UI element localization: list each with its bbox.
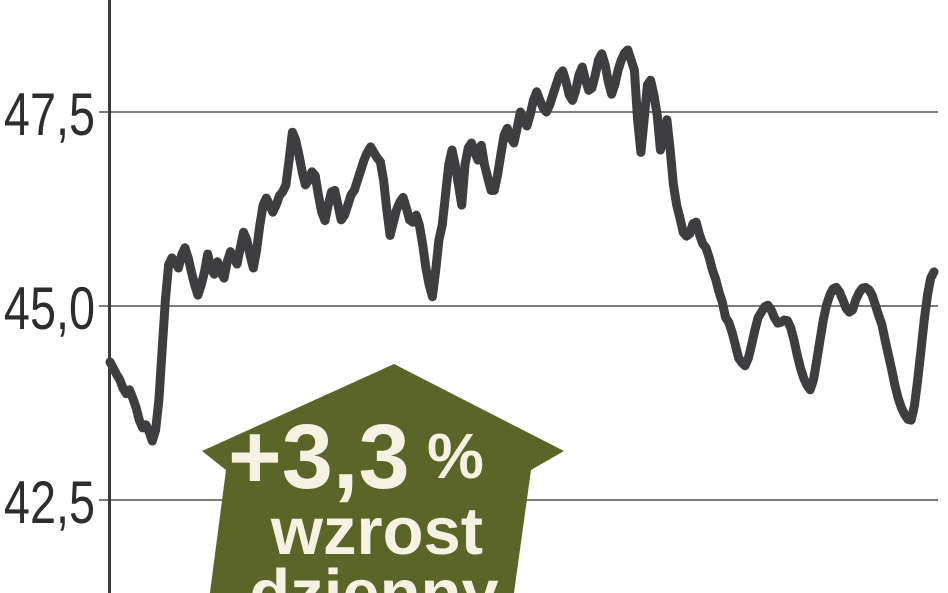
y-tick-label: 47,5 <box>4 81 95 148</box>
price-line <box>105 45 939 446</box>
arrow-label-wzrost: wzrost <box>270 494 483 569</box>
arrow-percent-sign: % <box>427 420 484 492</box>
y-axis-tick-labels: 47,5 45,0 42,5 <box>4 81 95 536</box>
y-tick-label: 42,5 <box>4 469 95 536</box>
up-arrow-annotation <box>202 364 564 593</box>
arrow-label-dzienny: dzienny <box>249 556 498 593</box>
y-tick-label: 45,0 <box>4 275 95 342</box>
arrow-change-value: +3,3 <box>228 406 410 508</box>
